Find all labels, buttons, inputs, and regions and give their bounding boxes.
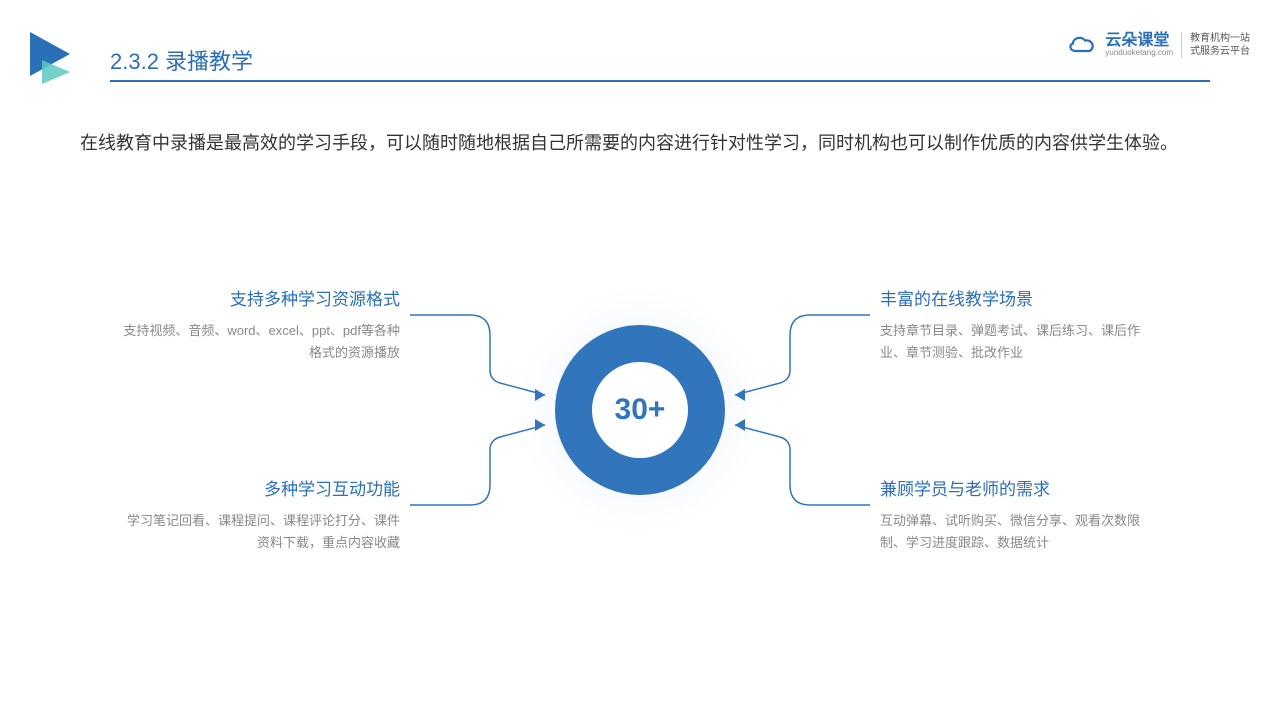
feature-desc: 互动弹幕、试听购买、微信分享、观看次数限制、学习进度跟踪、数据统计: [880, 510, 1160, 554]
feature-title: 兼顾学员与老师的需求: [880, 475, 1160, 500]
tagline-line2: 式服务云平台: [1190, 45, 1250, 58]
feature-desc: 学习笔记回看、课程提问、课程评论打分、课件资料下载，重点内容收藏: [120, 510, 400, 554]
title-underline: [110, 80, 1210, 82]
brand-tagline: 教育机构一站 式服务云平台: [1181, 32, 1250, 58]
intro-paragraph: 在线教育中录播是最高效的学习手段，可以随时随地根据自己所需要的内容进行针对性学习…: [80, 125, 1200, 161]
feature-top-right: 丰富的在线教学场景 支持章节目录、弹题考试、课后练习、课后作业、章节测验、批改作…: [880, 285, 1160, 364]
feature-title: 支持多种学习资源格式: [120, 285, 400, 310]
tagline-line1: 教育机构一站: [1190, 32, 1250, 45]
section-play-icon: [30, 32, 86, 89]
feature-desc: 支持视频、音频、word、excel、ppt、pdf等各种格式的资源播放: [120, 320, 400, 364]
feature-top-left: 支持多种学习资源格式 支持视频、音频、word、excel、ppt、pdf等各种…: [120, 285, 400, 364]
feature-bottom-right: 兼顾学员与老师的需求 互动弹幕、试听购买、微信分享、观看次数限制、学习进度跟踪、…: [880, 475, 1160, 554]
feature-title: 多种学习互动功能: [120, 475, 400, 500]
section-number: 2.3.2: [110, 49, 159, 74]
brand-name: 云朵课堂: [1105, 33, 1173, 49]
feature-desc: 支持章节目录、弹题考试、课后练习、课后作业、章节测验、批改作业: [880, 320, 1160, 364]
header: 2.3.2录播教学 云朵课堂 yunduoketang.com 教育机构一站 式…: [0, 32, 1280, 102]
feature-diagram: 30+ 支持多种学习资源格式 支持视频、音频、word、excel、ppt、pd…: [0, 260, 1280, 660]
feature-bottom-left: 多种学习互动功能 学习笔记回看、课程提问、课程评论打分、课件资料下载，重点内容收…: [120, 475, 400, 554]
section-title-text: 录播教学: [165, 49, 253, 74]
cloud-icon: [1067, 34, 1097, 56]
brand-logo: 云朵课堂 yunduoketang.com 教育机构一站 式服务云平台: [1067, 32, 1250, 58]
feature-title: 丰富的在线教学场景: [880, 285, 1160, 310]
brand-domain: yunduoketang.com: [1105, 49, 1173, 57]
section-title: 2.3.2录播教学: [110, 44, 253, 76]
logo-text-block: 云朵课堂 yunduoketang.com: [1105, 33, 1173, 57]
